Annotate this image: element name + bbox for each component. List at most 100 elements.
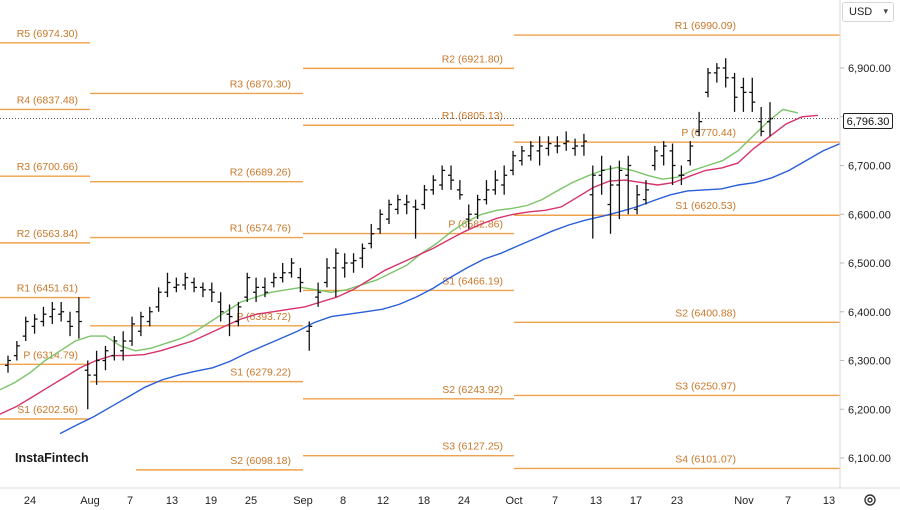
ohlc-bar (713, 63, 720, 83)
ohlc-bar (111, 336, 118, 361)
ohlc-bar (634, 185, 641, 215)
ohlc-bar (84, 360, 91, 410)
pivot-label: R5 (6974.30) (17, 28, 78, 40)
ohlc-bar (137, 311, 144, 337)
x-tick-label: 17 (630, 495, 642, 507)
ohlc-bar (607, 165, 614, 234)
ohlc-bar (31, 314, 38, 334)
ohlc-bar (642, 180, 649, 205)
y-tick-label: 6,700.00 (848, 161, 891, 173)
pivot-label: S3 (6250.97) (675, 380, 736, 392)
x-tick-label: Nov (734, 495, 754, 507)
ohlc-bar (359, 243, 366, 268)
ohlc-bar (270, 272, 277, 288)
x-tick-label: Aug (80, 495, 100, 507)
ma-red-line (0, 114, 819, 415)
ohlc-bar (288, 258, 295, 278)
ohlc-bar (120, 331, 127, 361)
chevron-down-icon: ▾ (883, 6, 888, 16)
x-tick-label: Oct (505, 495, 522, 507)
ohlc-bar (749, 77, 756, 112)
ohlc-bar (40, 306, 47, 327)
ohlc-bar (191, 277, 198, 293)
currency-label: USD (849, 6, 873, 18)
ohlc-bar (350, 253, 357, 273)
ohlc-bar (297, 267, 304, 293)
watermark-text: InstaFintech (15, 451, 89, 465)
ohlc-bar (244, 272, 251, 302)
x-tick-label: 24 (458, 495, 470, 507)
ohlc-bar (660, 141, 667, 166)
ohlc-bar (306, 321, 313, 351)
pivot-label: S1 (6202.56) (17, 404, 78, 416)
ohlc-bar (49, 302, 56, 324)
ohlc-bar (5, 355, 11, 373)
pivot-label: S2 (6243.92) (442, 384, 503, 396)
pivot-label: P (6770.44) (681, 127, 736, 139)
ohlc-bar (226, 304, 233, 337)
currency-select[interactable]: USD ▾ (842, 2, 894, 22)
x-tick-label: 12 (377, 495, 389, 507)
ohlc-bar (377, 209, 384, 234)
ohlc-bar (704, 68, 711, 98)
ohlc-bar (93, 350, 100, 385)
ohlc-bar (456, 180, 463, 200)
ma-blue-line (59, 142, 841, 435)
y-tick-label: 6,200.00 (848, 404, 891, 416)
gear-icon[interactable] (862, 492, 878, 508)
ohlc-bar (430, 175, 437, 195)
ohlc-bar (58, 302, 65, 322)
price-bars (5, 58, 773, 410)
pivot-label: S2 (6098.18) (230, 455, 291, 467)
pivot-label: R1 (6805.13) (442, 110, 503, 122)
ohlc-bar (563, 131, 570, 151)
ohlc-bar (199, 282, 206, 298)
y-tick-label: 6,600.00 (848, 209, 891, 221)
ohlc-bar (510, 150, 517, 176)
ohlc-bar (518, 146, 525, 166)
ohlc-bar (669, 143, 676, 185)
x-tick-label: 24 (24, 495, 36, 507)
ohlc-bar (545, 136, 552, 156)
pivot-label: R1 (6990.09) (675, 20, 736, 32)
ohlc-bar (164, 272, 171, 298)
ohlc-bar (102, 345, 109, 371)
ohlc-bar (483, 180, 490, 205)
ohlc-bar (412, 199, 419, 239)
pivot-label: R4 (6837.48) (17, 94, 78, 106)
pivot-label: R3 (6700.66) (17, 161, 78, 173)
y-tick-label: 6,500.00 (848, 258, 891, 270)
ohlc-bar (465, 204, 472, 229)
pivot-label: S1 (6466.19) (442, 275, 503, 287)
ohlc-bar (368, 224, 375, 249)
pivot-label: R3 (6870.30) (230, 78, 291, 90)
x-tick-label: 7 (785, 495, 791, 507)
pivot-label: S4 (6101.07) (675, 453, 736, 465)
ohlc-bar (598, 155, 605, 195)
ohlc-bar (67, 311, 74, 337)
ohlc-bar (572, 138, 579, 156)
ohlc-bar (261, 277, 268, 298)
ohlc-bar (722, 58, 729, 88)
y-tick-label: 6,100.00 (848, 453, 891, 465)
x-tick-label: Sep (293, 495, 313, 507)
ohlc-bar (323, 258, 330, 288)
ohlc-bar (696, 111, 703, 137)
pivot-label: R1 (6574.76) (230, 223, 291, 235)
ohlc-bar (439, 165, 446, 190)
ohlc-bar (182, 272, 189, 290)
ohlc-bar (501, 165, 508, 195)
ohlc-bar (616, 160, 623, 220)
x-tick-label: 13 (166, 495, 178, 507)
pivot-label: S3 (6127.25) (442, 441, 503, 453)
ohlc-bar (75, 297, 82, 339)
ohlc-bar (731, 72, 738, 112)
pivot-label: R2 (6921.80) (442, 53, 503, 65)
ohlc-bar (536, 136, 543, 166)
y-tick-label: 6,300.00 (848, 356, 891, 368)
pivot-label: S2 (6400.88) (675, 307, 736, 319)
ohlc-bar (687, 141, 694, 166)
ohlc-bar (173, 277, 180, 293)
